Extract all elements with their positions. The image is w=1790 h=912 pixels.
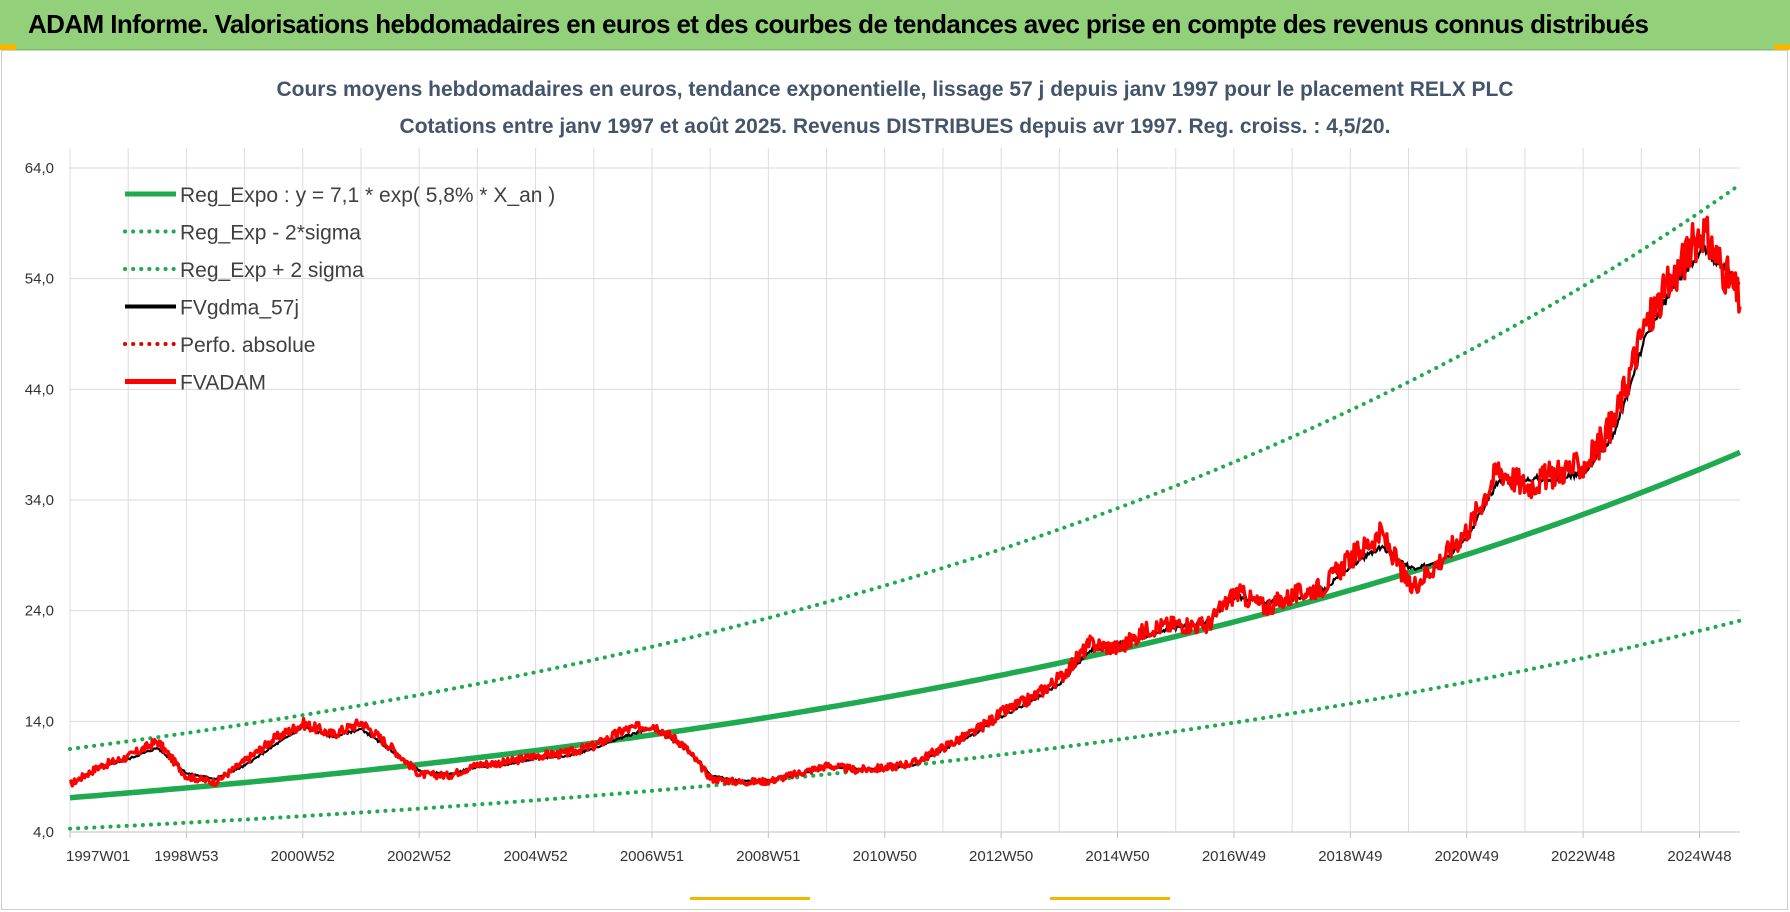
bottom-marker-1 xyxy=(690,897,810,900)
y-tick-label: 4,0 xyxy=(33,824,54,841)
x-tick-label: 2022W48 xyxy=(1551,848,1615,865)
legend-label: Reg_Exp + 2 sigma xyxy=(180,259,364,282)
legend-label: FVgdma_57j xyxy=(180,297,299,320)
y-axis: 4,0 14,0 24,0 34,0 44,0 54,0 64,0 xyxy=(25,160,54,841)
x-tick-label: 2024W48 xyxy=(1667,848,1731,865)
y-tick-label: 64,0 xyxy=(25,160,54,177)
x-axis: 1997W01 1998W53 2000W52 2002W52 2004W52 2006W… xyxy=(66,831,1740,865)
corner-marker-top-left xyxy=(0,44,16,50)
series-line-0 xyxy=(69,449,1742,801)
series-line-3 xyxy=(69,242,1741,785)
grid-lines xyxy=(69,148,1740,833)
y-tick-label: 34,0 xyxy=(25,492,54,509)
bottom-marker-2 xyxy=(1050,897,1170,900)
report-title: ADAM Informe. Valorisations hebdomadaire… xyxy=(28,9,1649,39)
series-line-1 xyxy=(68,618,1742,831)
x-tick-label: 2010W50 xyxy=(853,848,917,865)
y-tick-label: 24,0 xyxy=(25,603,54,620)
x-tick-label: 2000W52 xyxy=(271,848,335,865)
chart-title: Cours moyens hebdomadaires en euros, ten… xyxy=(276,78,1513,101)
y-tick-label: 44,0 xyxy=(25,381,54,398)
x-tick-label: 2002W52 xyxy=(387,848,451,865)
chart-frame xyxy=(1,50,1788,910)
corner-marker-top-right xyxy=(1774,44,1790,50)
y-tick-label: 14,0 xyxy=(25,713,54,730)
legend-label: Reg_Expo : y = 7,1 * exp( 5,8% * X_an ) xyxy=(180,184,555,207)
legend-label: Perfo. absolue xyxy=(180,334,315,357)
x-tick-label: 1997W01 xyxy=(66,848,130,865)
header-banner: ADAM Informe. Valorisations hebdomadaire… xyxy=(0,0,1790,50)
series-layer xyxy=(68,182,1742,831)
x-tick-label: 2018W49 xyxy=(1318,848,1382,865)
x-tick-label: 2016W49 xyxy=(1202,848,1266,865)
x-tick-label: 2014W50 xyxy=(1085,848,1149,865)
x-tick-label: 1998W53 xyxy=(154,848,218,865)
legend-label: FVADAM xyxy=(180,372,266,395)
chart-subtitle: Cotations entre janv 1997 et août 2025. … xyxy=(400,115,1391,138)
series-line-5 xyxy=(68,215,1742,788)
legend-label: Reg_Exp - 2*sigma xyxy=(180,222,361,245)
x-tick-label: 2004W52 xyxy=(503,848,567,865)
x-tick-label: 2006W51 xyxy=(620,848,684,865)
y-tick-label: 54,0 xyxy=(25,271,54,288)
x-tick-label: 2008W51 xyxy=(736,848,800,865)
x-tick-label: 2020W49 xyxy=(1435,848,1499,865)
legend: Reg_Expo : y = 7,1 * exp( 5,8% * X_an ) R… xyxy=(123,184,555,395)
x-tick-label: 2012W50 xyxy=(969,848,1033,865)
